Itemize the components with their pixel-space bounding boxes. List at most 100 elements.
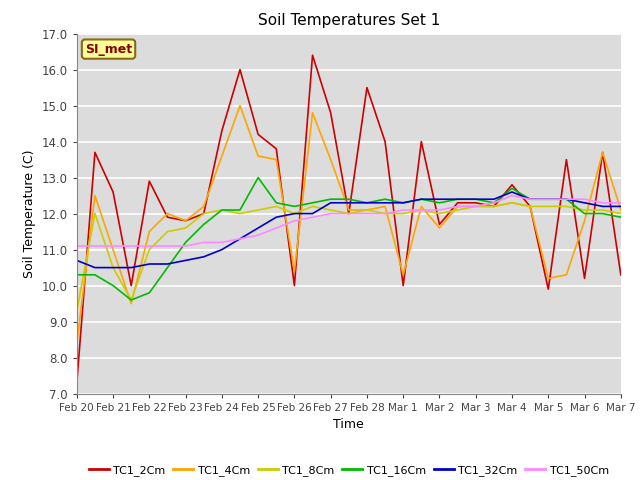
TC1_16Cm [273, 200, 280, 205]
Y-axis label: Soil Temperature (C): Soil Temperature (C) [23, 149, 36, 278]
Line: TC1_8Cm: TC1_8Cm [77, 203, 621, 311]
TC1_16Cm [254, 175, 262, 180]
TC1_8Cm [381, 211, 389, 216]
TC1_4Cm [454, 204, 461, 209]
TC1_16Cm [381, 196, 389, 202]
TC1_16Cm [399, 200, 407, 205]
TC1_4Cm [145, 229, 153, 235]
TC1_16Cm [472, 196, 479, 202]
TC1_32Cm [200, 254, 207, 260]
TC1_2Cm [91, 150, 99, 156]
TC1_32Cm [345, 200, 353, 205]
TC1_2Cm [454, 200, 461, 205]
TC1_50Cm [381, 211, 389, 216]
TC1_32Cm [508, 189, 516, 195]
TC1_8Cm [436, 211, 444, 216]
TC1_50Cm [490, 200, 498, 205]
TC1_2Cm [617, 272, 625, 277]
TC1_32Cm [545, 196, 552, 202]
TC1_16Cm [73, 272, 81, 277]
TC1_32Cm [436, 196, 444, 202]
TC1_32Cm [218, 247, 226, 252]
TC1_8Cm [526, 204, 534, 209]
TC1_50Cm [580, 196, 588, 202]
TC1_4Cm [381, 204, 389, 209]
TC1_32Cm [236, 236, 244, 242]
TC1_32Cm [399, 200, 407, 205]
TC1_8Cm [254, 207, 262, 213]
Line: TC1_2Cm: TC1_2Cm [77, 55, 621, 383]
TC1_32Cm [327, 200, 335, 205]
TC1_8Cm [109, 265, 117, 271]
TC1_4Cm [127, 300, 135, 307]
TC1_8Cm [91, 211, 99, 216]
TC1_2Cm [327, 110, 335, 116]
TC1_4Cm [399, 272, 407, 277]
TC1_8Cm [145, 247, 153, 252]
TC1_50Cm [599, 200, 607, 205]
TC1_32Cm [109, 265, 117, 271]
TC1_32Cm [145, 261, 153, 267]
TC1_2Cm [599, 150, 607, 156]
TC1_8Cm [508, 200, 516, 205]
TC1_4Cm [236, 103, 244, 108]
TC1_16Cm [127, 297, 135, 303]
TC1_16Cm [617, 214, 625, 220]
TC1_4Cm [327, 156, 335, 162]
TC1_50Cm [218, 240, 226, 245]
TC1_16Cm [580, 211, 588, 216]
TC1_2Cm [308, 52, 316, 58]
TC1_2Cm [291, 283, 298, 288]
TC1_16Cm [145, 290, 153, 296]
TC1_50Cm [254, 232, 262, 238]
TC1_8Cm [472, 204, 479, 209]
TC1_2Cm [580, 276, 588, 281]
TC1_2Cm [182, 218, 189, 224]
Line: TC1_16Cm: TC1_16Cm [77, 178, 621, 300]
TC1_4Cm [273, 156, 280, 162]
TC1_16Cm [91, 272, 99, 277]
TC1_8Cm [291, 211, 298, 216]
TC1_16Cm [182, 240, 189, 245]
TC1_32Cm [599, 204, 607, 209]
TC1_8Cm [164, 229, 172, 235]
TC1_32Cm [526, 196, 534, 202]
TC1_2Cm [73, 380, 81, 386]
TC1_8Cm [327, 207, 335, 213]
TC1_4Cm [182, 218, 189, 224]
TC1_32Cm [308, 211, 316, 216]
TC1_2Cm [490, 204, 498, 209]
TC1_16Cm [563, 196, 570, 202]
TC1_2Cm [563, 156, 570, 162]
TC1_50Cm [182, 243, 189, 249]
TC1_2Cm [545, 286, 552, 292]
TC1_4Cm [254, 153, 262, 159]
TC1_2Cm [472, 200, 479, 205]
TC1_4Cm [508, 200, 516, 205]
TC1_16Cm [308, 200, 316, 205]
TC1_32Cm [454, 196, 461, 202]
TC1_50Cm [145, 243, 153, 249]
TC1_8Cm [236, 211, 244, 216]
TC1_8Cm [563, 204, 570, 209]
TC1_4Cm [526, 204, 534, 209]
TC1_4Cm [599, 150, 607, 156]
TC1_32Cm [127, 265, 135, 271]
TC1_50Cm [291, 218, 298, 224]
TC1_50Cm [436, 207, 444, 213]
TC1_4Cm [164, 211, 172, 216]
TC1_2Cm [417, 139, 425, 144]
TC1_8Cm [182, 225, 189, 231]
TC1_4Cm [490, 204, 498, 209]
TC1_8Cm [363, 207, 371, 213]
TC1_2Cm [508, 182, 516, 188]
TC1_4Cm [545, 276, 552, 281]
TC1_8Cm [490, 204, 498, 209]
TC1_8Cm [218, 207, 226, 213]
TC1_16Cm [508, 186, 516, 192]
TC1_16Cm [200, 222, 207, 228]
TC1_2Cm [254, 132, 262, 137]
TC1_32Cm [291, 211, 298, 216]
TC1_8Cm [308, 204, 316, 209]
Line: TC1_32Cm: TC1_32Cm [77, 192, 621, 268]
